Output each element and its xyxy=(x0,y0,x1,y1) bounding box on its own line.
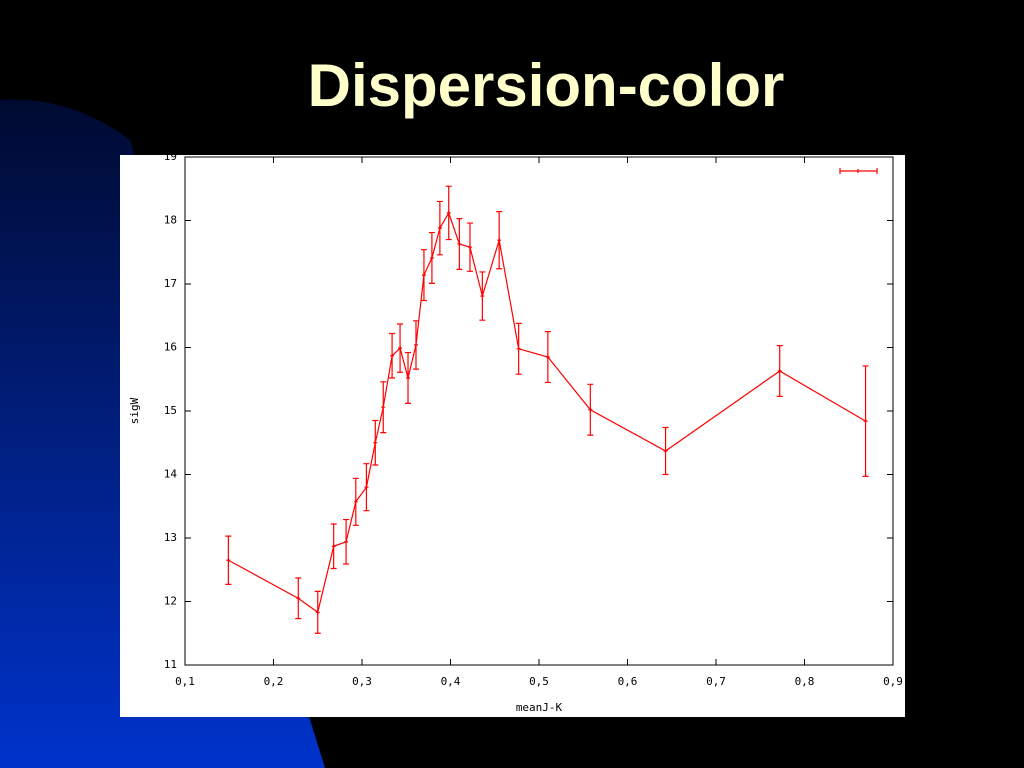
y-tick-label: 15 xyxy=(164,404,177,417)
point xyxy=(421,273,426,278)
point xyxy=(446,210,451,215)
x-tick-label: 0,6 xyxy=(618,675,638,688)
point xyxy=(296,596,301,601)
slide-title: Dispersion-color xyxy=(308,52,785,119)
point xyxy=(437,226,442,231)
point xyxy=(480,294,485,299)
point xyxy=(457,241,462,246)
x-tick-label: 0,4 xyxy=(441,675,461,688)
point xyxy=(331,544,336,549)
point xyxy=(663,449,668,454)
point xyxy=(863,419,868,424)
y-tick-label: 19 xyxy=(164,150,177,163)
plot: 11 12 13 14 15 16 17 18 19 0,1 0,2 0,3 0,4 0,5 0,6 0,7 0… xyxy=(128,150,903,714)
point xyxy=(353,499,358,504)
y-tick-label: 18 xyxy=(164,214,177,227)
point xyxy=(390,353,395,358)
x-tick-label: 0,8 xyxy=(795,675,815,688)
y-axis-label: sigW xyxy=(128,397,141,424)
legend-sample xyxy=(839,168,878,174)
point xyxy=(381,405,386,410)
point xyxy=(315,610,320,615)
chart-background xyxy=(120,155,905,717)
point xyxy=(545,355,550,360)
point xyxy=(429,255,434,260)
point xyxy=(373,440,378,445)
point xyxy=(226,558,231,563)
x-tick-label: 0,5 xyxy=(529,675,549,688)
x-axis-label: meanJ-K xyxy=(516,701,563,714)
point xyxy=(777,368,782,373)
y-tick-label: 12 xyxy=(164,595,177,608)
point xyxy=(588,407,593,412)
point xyxy=(364,485,369,490)
point xyxy=(413,342,418,347)
point xyxy=(467,245,472,250)
y-tick-label: 16 xyxy=(164,341,177,354)
x-tick-label: 0,1 xyxy=(175,675,195,688)
point xyxy=(406,375,411,380)
x-tick-label: 0,3 xyxy=(352,675,372,688)
x-tick-label: 0,9 xyxy=(883,675,903,688)
y-tick-label: 11 xyxy=(164,658,177,671)
point xyxy=(398,346,403,351)
y-tick-label: 14 xyxy=(164,468,178,481)
point xyxy=(497,238,502,243)
x-tick-label: 0,2 xyxy=(264,675,284,688)
y-tick-label: 17 xyxy=(164,277,177,290)
y-tick-label: 13 xyxy=(164,531,177,544)
x-tick-label: 0,7 xyxy=(706,675,726,688)
point xyxy=(344,539,349,544)
point xyxy=(516,346,521,351)
